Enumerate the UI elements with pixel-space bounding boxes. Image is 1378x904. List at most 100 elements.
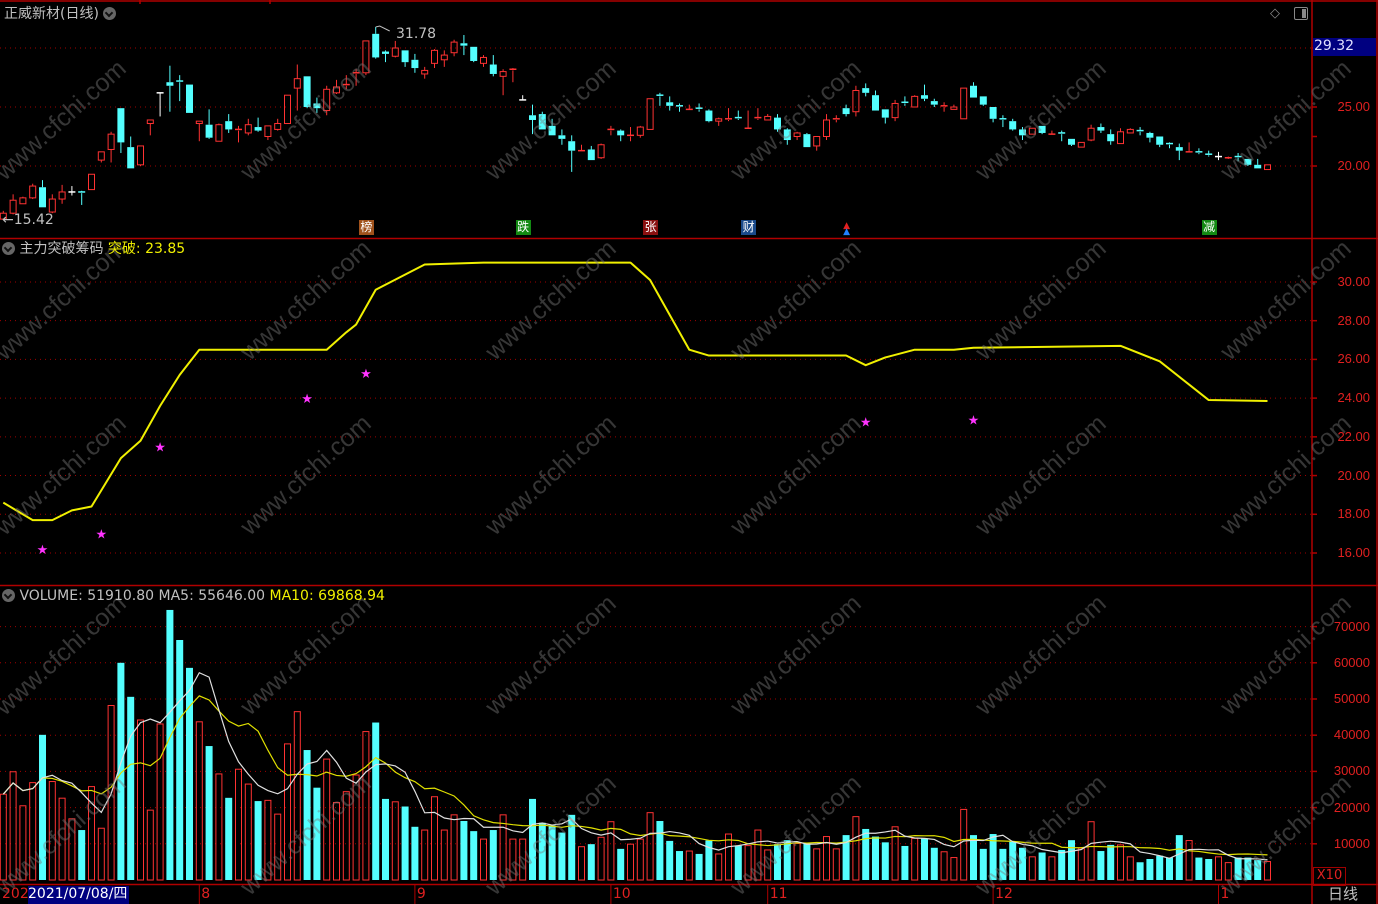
volume-bar [391, 801, 399, 881]
volume-bar [313, 787, 321, 880]
volume-bar [842, 835, 850, 880]
candle [1146, 131, 1154, 143]
month-label: 8 [201, 886, 211, 902]
volume-bar [970, 835, 977, 880]
volume-bar [146, 809, 154, 881]
candle-body [529, 115, 536, 120]
volume-bar [117, 662, 125, 880]
volume-bar [715, 853, 723, 881]
candle-body [9, 199, 17, 214]
volume-bar [832, 848, 840, 881]
candle [1215, 151, 1222, 161]
event-marker[interactable]: 跌 [515, 220, 531, 235]
window-layout-icon[interactable] [1294, 7, 1308, 20]
dropdown-icon[interactable] [103, 7, 117, 20]
candle-body [803, 134, 811, 148]
candle [881, 109, 889, 124]
candle [480, 55, 487, 67]
candle-body [127, 147, 135, 169]
month-label: 11 [769, 886, 788, 902]
candle [1058, 130, 1066, 142]
volume-bar [1136, 862, 1144, 880]
candle-body [979, 96, 987, 105]
candle-body [715, 118, 723, 122]
candle-body [989, 107, 997, 119]
dropdown-icon[interactable] [2, 589, 15, 602]
candle-body [1175, 147, 1183, 151]
event-marker[interactable]: 减 [1201, 220, 1217, 235]
candle [225, 114, 233, 133]
volume-axis-label: 30000 [1333, 763, 1370, 779]
candle-body [195, 120, 203, 125]
candle [734, 110, 742, 120]
candle-body [293, 78, 301, 89]
volume-bar [911, 837, 919, 881]
volume-bar [636, 838, 644, 881]
volume-bar [813, 848, 821, 881]
volume-bar [362, 731, 370, 881]
candle [587, 145, 595, 161]
volume-bar [950, 857, 958, 881]
volume-bar [1097, 851, 1105, 880]
volume-bar [509, 838, 517, 881]
candle [176, 75, 184, 102]
volume-bar [68, 818, 76, 881]
volume-bar [1205, 859, 1213, 880]
volume-bar [568, 814, 576, 880]
volume-bar [382, 798, 389, 880]
candle [107, 131, 115, 163]
candle [1136, 127, 1144, 136]
candle [440, 50, 448, 67]
candle-body [1254, 164, 1262, 169]
volume-bar [440, 829, 448, 881]
candle [137, 145, 144, 166]
candle [1077, 141, 1085, 148]
volume-bar [1244, 857, 1252, 880]
double-up-arrow-icon[interactable]: ▲ ▲ [843, 221, 851, 237]
candle-body [411, 59, 419, 69]
event-marker[interactable]: 张 [643, 220, 659, 235]
event-marker[interactable]: 榜 [358, 220, 374, 235]
star-signal-icon: ★ [301, 392, 313, 407]
candle-body [0, 212, 7, 220]
candle-body [1146, 132, 1154, 138]
volume-bar [1087, 821, 1095, 881]
volume-axis-label: 10000 [1333, 835, 1370, 851]
volume-bar [342, 791, 350, 881]
volume-bar [989, 834, 997, 880]
volume-axis-label: 40000 [1333, 727, 1370, 743]
volume-bar [930, 847, 938, 880]
indicator-title-bar[interactable]: 主力突破筹码 突破: 23.85 [2, 241, 185, 257]
volume-title-bar[interactable]: VOLUME: 51910.80 MA5: 55646.00 MA10: 698… [2, 588, 385, 604]
candle [813, 136, 821, 151]
candle-body [333, 86, 340, 94]
volume-bar [1126, 856, 1134, 881]
event-marker[interactable]: 财 [741, 220, 757, 235]
volume-bar [460, 820, 468, 880]
candle-body [548, 125, 556, 136]
candle-body [558, 135, 566, 139]
volume-bar [1224, 862, 1232, 881]
volume-bar [58, 797, 66, 881]
candle [960, 87, 968, 120]
candle [1107, 129, 1115, 145]
chart-title-bar[interactable]: 正威新材(日线) [4, 6, 117, 22]
volume-bar [519, 838, 527, 881]
candle [117, 108, 125, 154]
volume-bar [685, 850, 693, 881]
candle-body [205, 124, 213, 138]
candle-body [646, 98, 654, 130]
volume-bar [1195, 857, 1203, 880]
candle-body [29, 185, 37, 199]
period-selector[interactable]: 日线 [1328, 885, 1359, 903]
candle-body [783, 129, 791, 141]
diamond-icon[interactable]: ◇ [1270, 6, 1280, 21]
indicator-axis-label: 20.00 [1337, 467, 1370, 483]
dropdown-icon[interactable] [2, 242, 15, 255]
star-signal-icon: ★ [968, 413, 980, 428]
candle-body [1156, 136, 1164, 145]
candle [764, 114, 772, 121]
volume-bar [695, 853, 703, 880]
volume-bar [548, 825, 556, 880]
volume-bar [705, 840, 713, 880]
